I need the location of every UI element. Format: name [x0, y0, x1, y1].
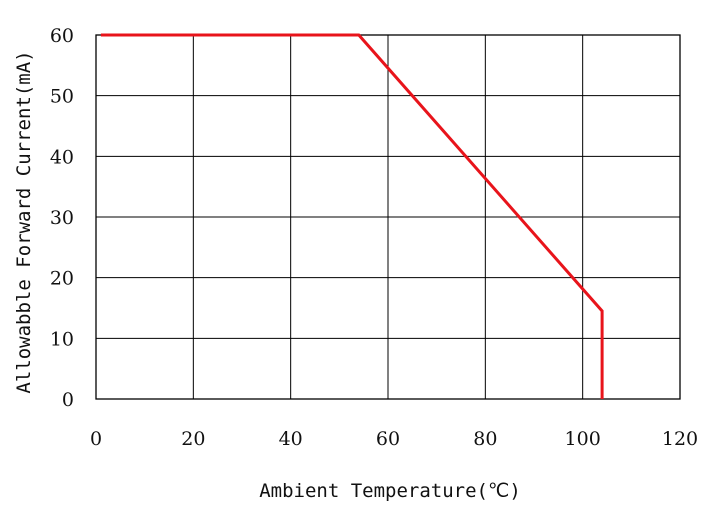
y-tick-label: 10	[50, 328, 74, 350]
y-axis-title: Allowabble Forward Current(mA)	[13, 50, 35, 393]
x-tick-label: 120	[662, 428, 698, 450]
x-tick-label: 20	[181, 428, 205, 450]
x-tick-labels: 0 20 40 60 80 100 120	[90, 428, 698, 450]
y-tick-label: 20	[50, 268, 74, 290]
y-tick-labels: 0 10 20 30 40 50 60	[50, 25, 74, 411]
y-tick-label: 60	[50, 25, 74, 47]
x-tick-label: 80	[473, 428, 497, 450]
y-tick-label: 50	[50, 86, 74, 108]
y-tick-label: 30	[50, 207, 74, 229]
x-axis-title: Ambient Temperature(℃)	[259, 480, 521, 502]
x-tick-label: 0	[90, 428, 102, 450]
series-layer	[100, 33, 604, 400]
grid	[95, 34, 681, 400]
x-tick-label: 100	[565, 428, 601, 450]
series-line	[100, 33, 604, 399]
y-tick-label: 40	[50, 146, 74, 168]
x-tick-label: 60	[376, 428, 400, 450]
x-tick-label: 40	[279, 428, 303, 450]
y-tick-label: 0	[62, 389, 74, 411]
plot-frame	[95, 34, 681, 400]
